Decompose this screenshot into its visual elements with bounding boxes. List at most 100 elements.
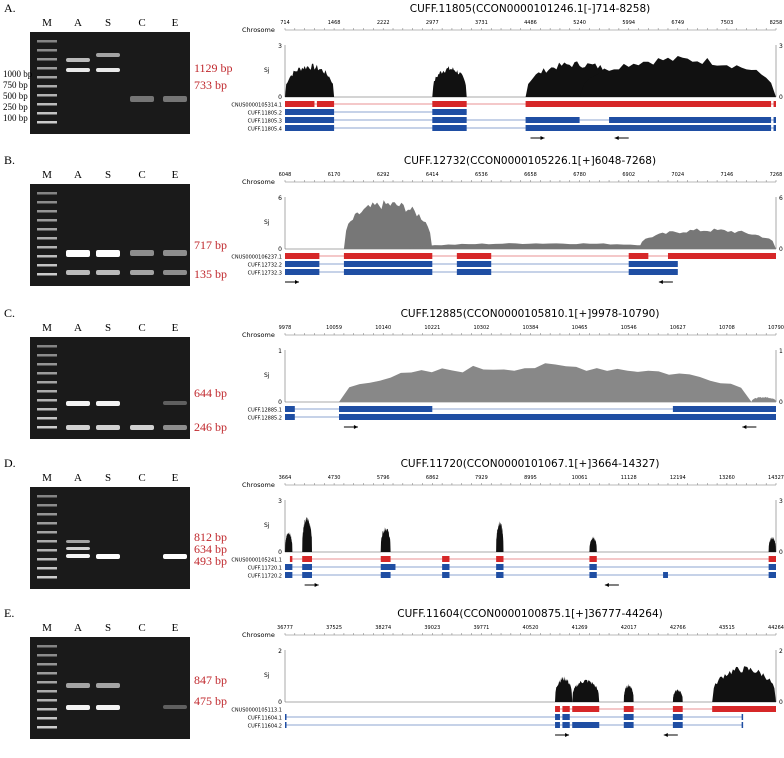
gel-band	[96, 250, 120, 257]
axis-tick-label: 44264	[768, 625, 784, 631]
primer-arrow-head	[353, 425, 358, 429]
axis-tick-label: 14327	[768, 475, 784, 481]
exon	[285, 722, 287, 728]
ladder-band	[37, 372, 57, 375]
y-min: 0	[278, 246, 282, 253]
axis-tick-label: 38274	[375, 625, 391, 631]
axis-tick-label: 6902	[622, 172, 635, 178]
axis-tick-label: 7929	[475, 475, 488, 481]
ladder-band	[37, 58, 57, 61]
ladder-band	[37, 273, 57, 276]
axis-tick-label: 6170	[328, 172, 341, 178]
exon	[525, 101, 772, 107]
axis-tick-label: 7146	[721, 172, 734, 178]
ladder-band	[37, 522, 57, 525]
ladder-band	[37, 567, 57, 570]
axis-tick-label: 36777	[277, 625, 293, 631]
exon	[562, 714, 570, 720]
transcript-name: CUFF.12885.2	[248, 416, 282, 422]
gel-band	[163, 96, 187, 102]
ladder-band	[37, 513, 57, 516]
ladder-band	[37, 645, 57, 648]
exon	[456, 253, 492, 259]
y-min-right: 0	[779, 246, 783, 253]
axis-tick-label: 714	[280, 20, 290, 26]
axis-tick-label: 10302	[473, 325, 489, 331]
ladder-band	[37, 708, 57, 711]
ladder-band	[37, 345, 57, 348]
coverage	[343, 200, 433, 249]
coverage	[380, 527, 391, 552]
y-min-right: 0	[779, 94, 783, 101]
exon	[672, 406, 776, 412]
axis-tick-label: 43515	[719, 625, 735, 631]
axis-tick-label: 7268	[770, 172, 783, 178]
gel-band	[96, 68, 120, 72]
exon	[285, 414, 295, 420]
axis-tick-label: 5994	[622, 20, 635, 26]
gel-band	[96, 53, 120, 57]
axis-label: Chrosome	[242, 331, 275, 339]
axis-tick-label: 39771	[473, 625, 489, 631]
ladder-band	[37, 237, 57, 240]
ladder-band	[37, 67, 57, 70]
axis-label: Chrosome	[242, 481, 275, 489]
transcript-name: CUFF.11805.4	[248, 127, 282, 133]
y-min-right: 0	[779, 699, 783, 706]
gel-band	[163, 270, 187, 275]
exon	[285, 572, 293, 578]
coverage	[672, 689, 683, 702]
lane-label: C	[138, 622, 145, 634]
transcript-name: CUFF.11604.1	[248, 716, 282, 722]
gel-band	[163, 250, 187, 256]
lane-label: C	[138, 17, 145, 29]
ladder-band	[37, 399, 57, 402]
panel-label: E.	[4, 606, 14, 620]
primer-arrow-head	[604, 583, 609, 587]
gel-band	[96, 705, 120, 710]
lane-label: A	[74, 17, 82, 29]
y-max: 1	[278, 348, 282, 355]
gel-band	[66, 250, 90, 257]
coverage	[555, 676, 573, 702]
ladder-band	[37, 417, 57, 420]
axis-tick-label: 6862	[426, 475, 439, 481]
exon	[623, 722, 634, 728]
ladder-band	[37, 426, 57, 429]
exon	[496, 564, 504, 570]
exon	[773, 117, 776, 123]
transcript-name: CUFF.11720.2	[248, 574, 282, 580]
exon	[496, 572, 504, 578]
ladder-band	[37, 192, 57, 195]
axis-tick-label: 40520	[523, 625, 539, 631]
track-title: CUFF.12885(CCON0000105810.1[+]9978-10790…	[401, 308, 660, 320]
axis-tick-label: 4486	[524, 20, 537, 26]
transcript-name: CNUS0000105113.1	[231, 708, 282, 714]
axis-tick-label: 10061	[572, 475, 588, 481]
ladder-band	[37, 219, 57, 222]
exon	[285, 406, 295, 412]
exon	[285, 101, 315, 107]
exon	[628, 269, 678, 275]
ladder-band	[37, 381, 57, 384]
axis-tick-label: 6749	[671, 20, 684, 26]
exon	[589, 572, 597, 578]
gel-band	[66, 705, 90, 710]
axis-label: Chrosome	[242, 631, 275, 639]
gel-band	[163, 425, 187, 430]
gel-band	[66, 683, 90, 688]
axis-tick-label: 1468	[328, 20, 341, 26]
ladder-band	[37, 540, 57, 543]
y-max: 3	[278, 43, 282, 50]
ladder-band	[37, 201, 57, 204]
coverage	[572, 679, 600, 702]
y-label: Sj	[264, 522, 270, 529]
ladder-band	[37, 690, 57, 693]
y-max: 2	[278, 648, 282, 655]
track-title: CUFF.12732(CCON0000105226.1[+]6048-7268)	[404, 155, 656, 167]
lane-label: A	[74, 169, 82, 181]
exon	[589, 556, 597, 562]
axis-tick-label: 37525	[326, 625, 342, 631]
ladder-band	[37, 255, 57, 258]
axis-tick-label: 10384	[523, 325, 539, 331]
